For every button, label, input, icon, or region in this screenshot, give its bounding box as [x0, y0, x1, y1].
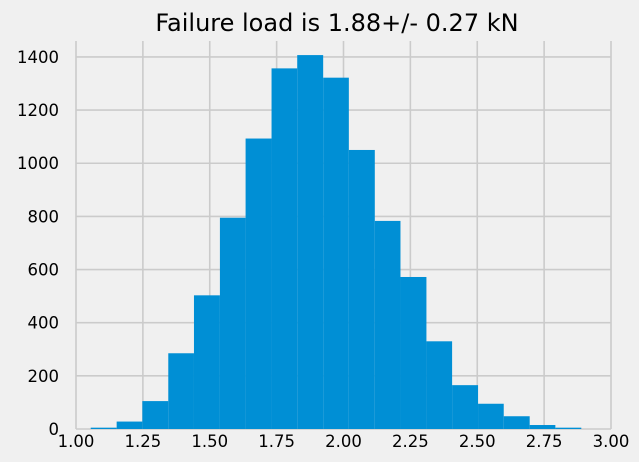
- histogram-bar: [529, 425, 556, 429]
- y-tick-label: 1000: [17, 154, 59, 173]
- x-tick-label: 1.75: [258, 432, 295, 451]
- histogram-bar: [90, 427, 117, 429]
- x-tick-label: 2.50: [459, 432, 496, 451]
- x-tick-label: 1.00: [58, 432, 95, 451]
- x-tick-label: 2.00: [325, 432, 362, 451]
- y-tick-label: 1400: [17, 48, 59, 67]
- histogram-bar: [142, 401, 169, 429]
- histogram-bar: [374, 220, 401, 429]
- histogram-bar: [323, 77, 349, 429]
- bars-layer: [90, 55, 582, 430]
- histogram-bar: [426, 341, 453, 429]
- y-tick-label: 1200: [17, 101, 59, 120]
- histogram-bar: [478, 403, 504, 429]
- histogram-bar: [297, 55, 324, 429]
- x-tick-label: 1.50: [191, 432, 228, 451]
- histogram-bar: [348, 149, 375, 429]
- histogram-bar: [555, 427, 582, 429]
- histogram-bar: [116, 421, 143, 429]
- histogram-bar: [400, 276, 427, 429]
- y-tick-label: 600: [28, 261, 60, 280]
- chart-title: Failure load is 1.88+/- 0.27 kN: [155, 9, 518, 37]
- histogram-bar: [503, 416, 530, 429]
- x-tick-label: 2.75: [526, 432, 563, 451]
- histogram-bar: [245, 138, 272, 430]
- histogram-bar: [219, 217, 246, 429]
- x-tick-label: 3.00: [593, 432, 630, 451]
- x-tick-label: 1.25: [125, 432, 162, 451]
- x-axis-ticks: 1.00 1.25 1.50 1.75 2.00 2.25 2.50 2.75 3.00: [58, 432, 630, 451]
- y-tick-label: 400: [28, 314, 60, 333]
- histogram-bar: [271, 68, 298, 429]
- x-tick-label: 2.25: [392, 432, 429, 451]
- y-axis-ticks: 0 200 400 600 800 1000 1200 1400: [17, 48, 59, 439]
- histogram-bar: [168, 353, 194, 429]
- y-tick-label: 800: [28, 207, 60, 226]
- y-tick-label: 200: [28, 367, 60, 386]
- y-tick-label: 0: [49, 420, 60, 439]
- histogram-bar: [193, 295, 220, 429]
- histogram-bar: [452, 385, 479, 429]
